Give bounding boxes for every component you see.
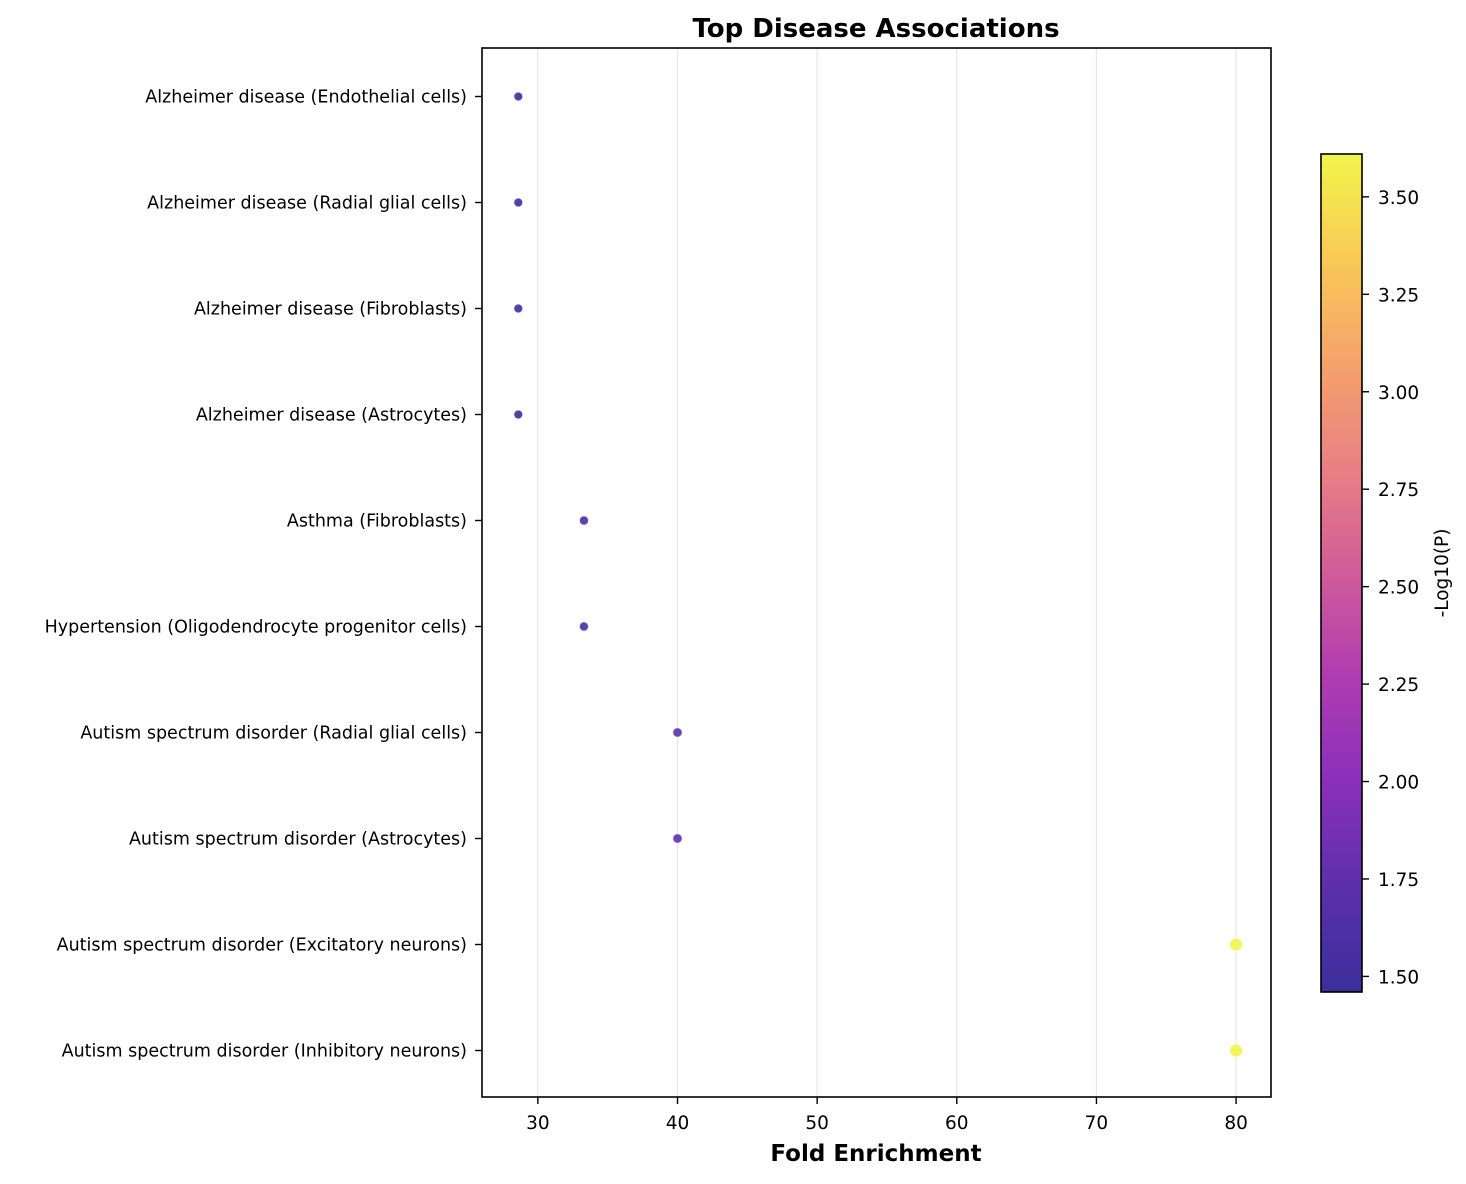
y-tick-label: Autism spectrum disorder (Inhibitory neu…: [62, 1042, 467, 1062]
y-tick-label: Alzheimer disease (Astrocytes): [196, 406, 467, 426]
colorbar-tick-label: 1.50: [1378, 967, 1419, 988]
data-point: [513, 409, 524, 420]
data-point: [578, 515, 590, 526]
x-tick-label: 70: [1085, 1113, 1109, 1134]
x-tick-label: 60: [945, 1113, 969, 1134]
y-tick-label: Asthma (Fibroblasts): [287, 512, 467, 532]
colorbar-tick-label: 2.50: [1378, 578, 1419, 599]
colorbar-tick-label: 2.25: [1378, 675, 1419, 696]
data-point: [672, 727, 683, 738]
x-tick-label: 30: [526, 1113, 550, 1134]
x-tick-label: 40: [666, 1113, 690, 1134]
colorbar-ticks: 1.50 1.75 2.00 2.25 2.50 2.75 3.00 3.25 3.50: [1362, 188, 1419, 988]
x-tick-label: 80: [1224, 1113, 1248, 1134]
data-point: [672, 833, 683, 844]
colorbar-tick-label: 1.75: [1378, 870, 1419, 891]
y-tick-label: Autism spectrum disorder (Astrocytes): [129, 830, 467, 850]
y-tick-label: Alzheimer disease (Radial glial cells): [147, 194, 467, 214]
x-axis-ticks: 30 40 50 60 70 80: [526, 1097, 1248, 1134]
grid-lines: [537, 48, 1237, 1097]
colorbar-label: -Log10(P): [1432, 529, 1453, 618]
y-tick-label: Autism spectrum disorder (Radial glial c…: [80, 724, 467, 744]
data-point: [513, 303, 524, 314]
y-tick-label: Hypertension (Oligodendrocyte progenitor…: [45, 618, 467, 638]
colorbar-tick-label: 3.00: [1378, 383, 1419, 404]
data-points: [513, 91, 1244, 1058]
y-tick-label: Alzheimer disease (Endothelial cells): [145, 88, 467, 108]
plot-area-frame: [481, 47, 1272, 1098]
colorbar-tick-label: 2.00: [1378, 773, 1419, 794]
colorbar-tick-label: 3.25: [1378, 285, 1419, 306]
data-point: [513, 197, 524, 208]
data-point: [513, 91, 524, 102]
data-point: [1228, 1043, 1244, 1058]
data-point: [578, 621, 590, 632]
y-tick-label: Autism spectrum disorder (Excitatory neu…: [57, 936, 467, 956]
y-tick-label: Alzheimer disease (Fibroblasts): [194, 300, 467, 320]
colorbar-tick-label: 2.75: [1378, 480, 1419, 501]
colorbar: [1320, 153, 1363, 993]
chart-title: Top Disease Associations: [692, 14, 1059, 44]
y-axis-ticks: Alzheimer disease (Endothelial cells) Alz…: [45, 88, 482, 1062]
x-tick-label: 50: [805, 1113, 829, 1134]
colorbar-tick-label: 3.50: [1378, 188, 1419, 209]
x-axis-label: Fold Enrichment: [770, 1141, 981, 1167]
data-point: [1228, 937, 1244, 952]
